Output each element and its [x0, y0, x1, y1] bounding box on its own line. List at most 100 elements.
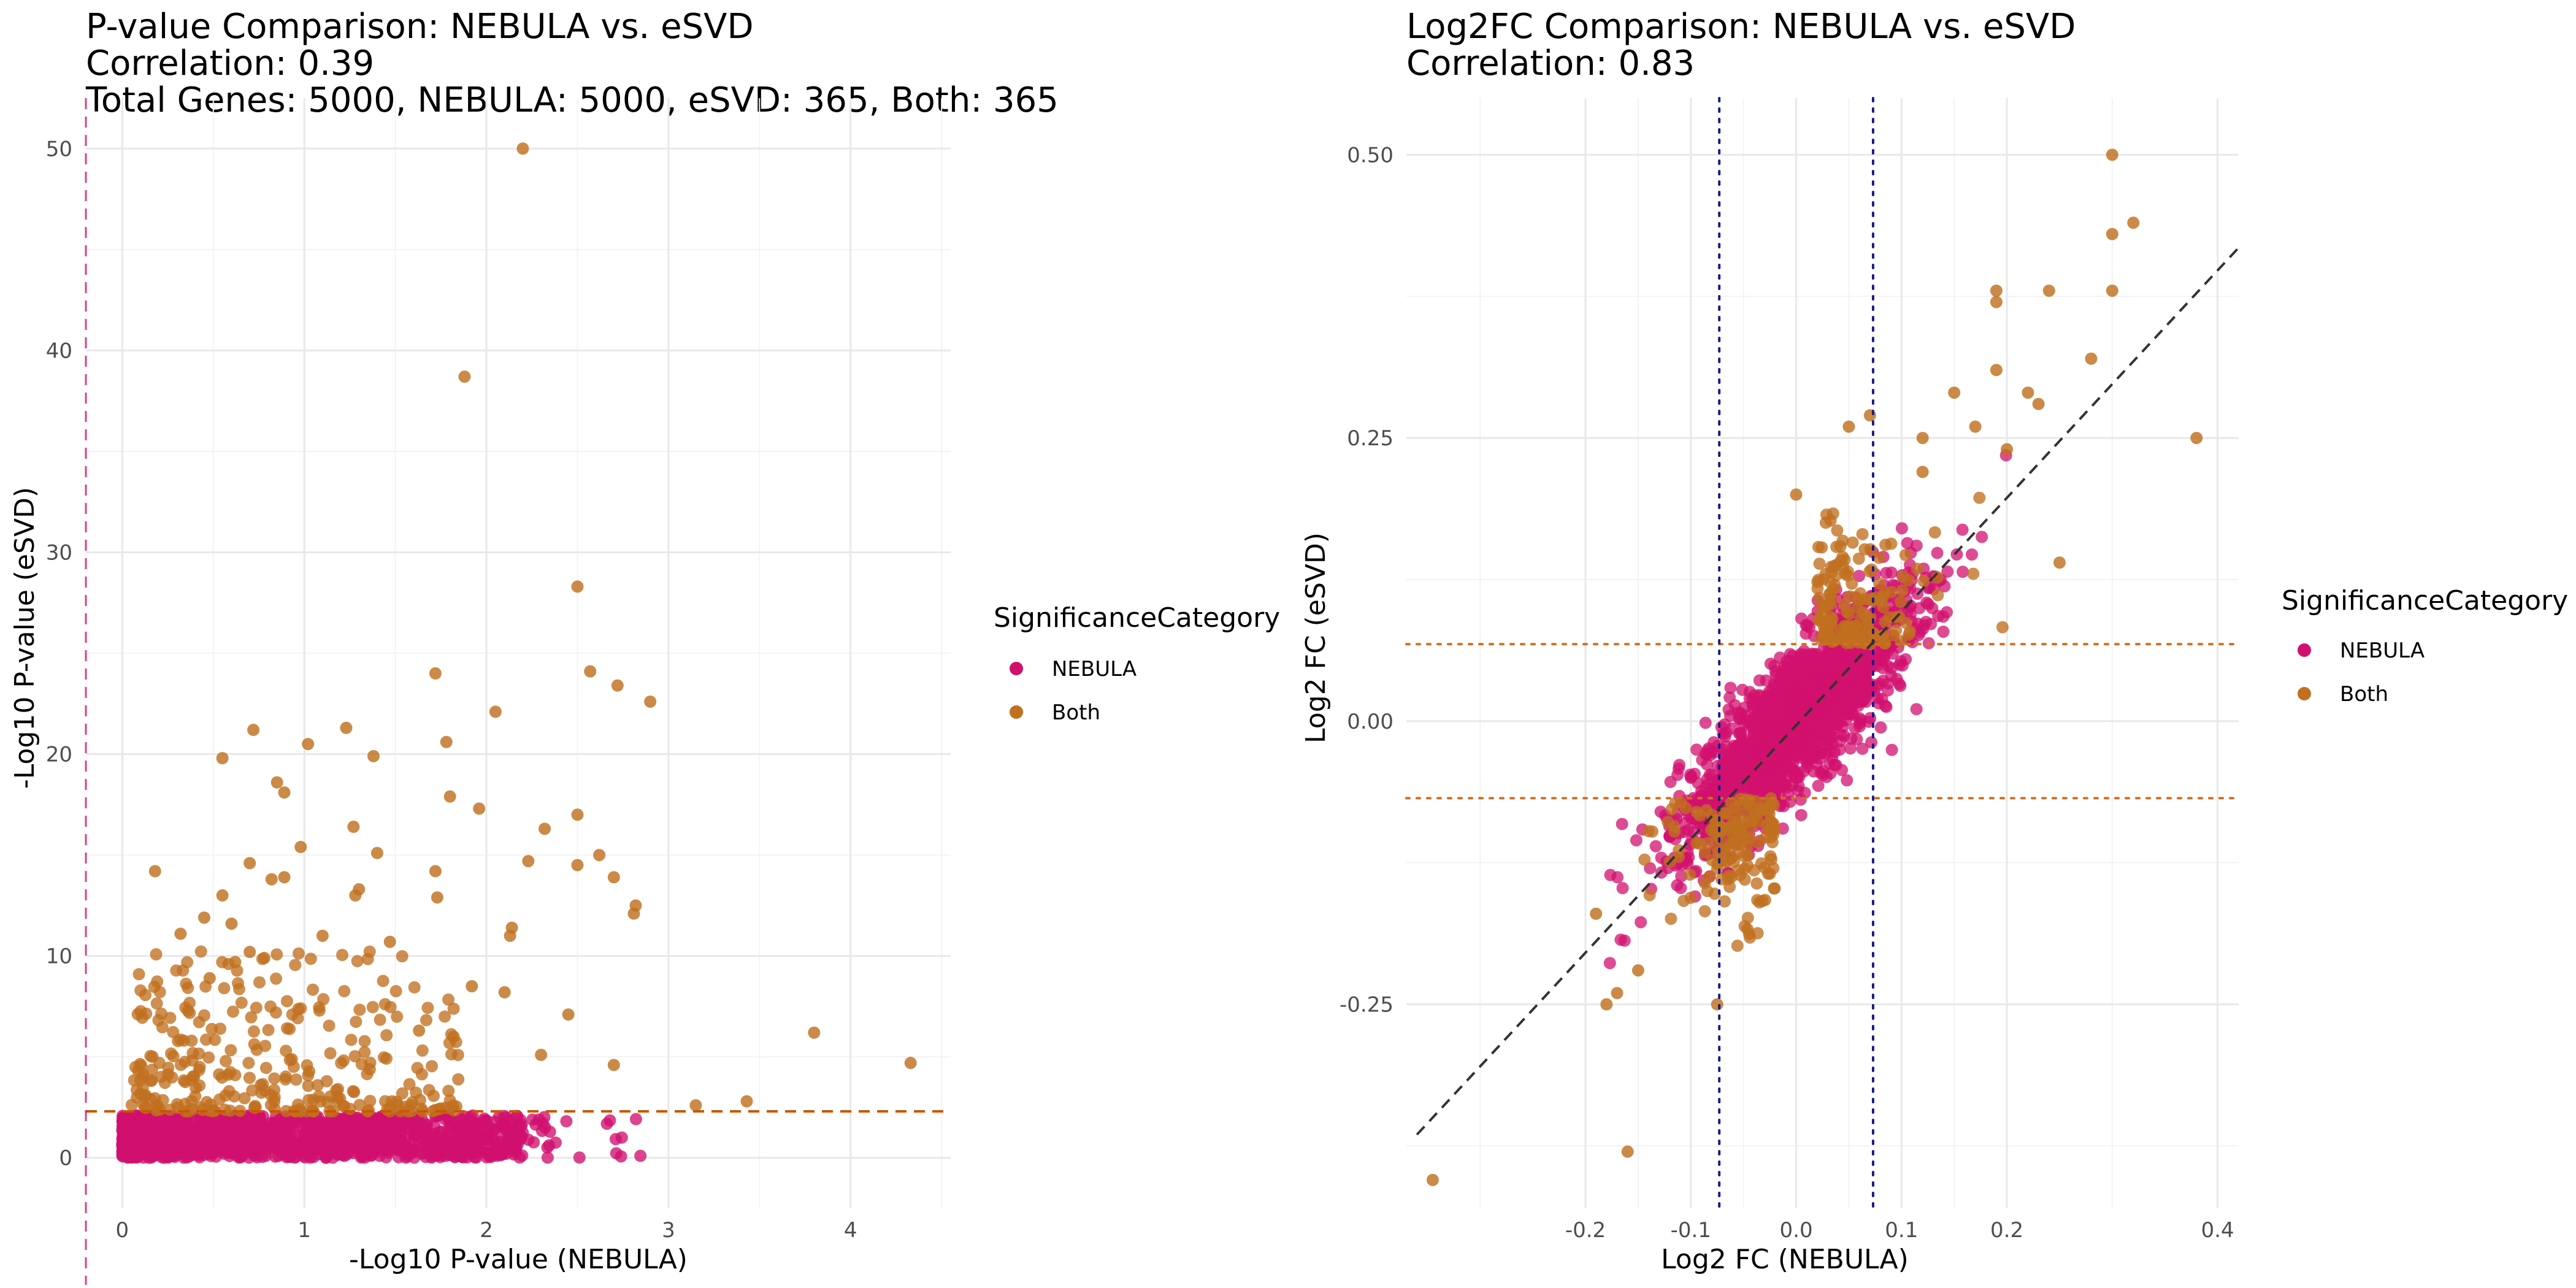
right-point-nebula [1689, 767, 1701, 780]
right-point-nebula [1880, 700, 1893, 713]
right-point-both [1662, 816, 1674, 829]
left-point-both [180, 977, 193, 990]
right-point-both [1916, 432, 1929, 445]
left-point-nebula [194, 1141, 207, 1154]
right-point-nebula [1941, 565, 1954, 578]
right-point-both [1815, 541, 1828, 554]
left-point-both [340, 721, 353, 734]
right-y-tick-label: 0.00 [1347, 710, 1393, 734]
left-point-nebula [270, 1117, 283, 1130]
right-point-both [2127, 217, 2140, 229]
right-point-nebula [1767, 767, 1780, 780]
left-point-both [183, 997, 196, 1010]
right-point-both [1990, 364, 2003, 377]
right-point-nebula [1780, 781, 1793, 794]
right-point-both [1718, 895, 1731, 908]
left-point-both [571, 808, 584, 821]
left-point-both [206, 1105, 219, 1117]
right-point-both [1747, 815, 1760, 827]
left-point-both [226, 1005, 239, 1018]
left-point-both [379, 1095, 392, 1108]
left-point-nebula [515, 1130, 528, 1143]
left-point-nebula [267, 1133, 280, 1146]
right-point-both [1764, 850, 1777, 863]
left-y-tick-label: 10 [46, 945, 72, 969]
left-point-both [253, 976, 266, 989]
left-point-both [235, 996, 248, 1009]
right-point-nebula [1614, 933, 1627, 946]
left-point-both [216, 889, 229, 902]
right-point-both [2106, 284, 2118, 297]
left-point-nebula [610, 1147, 623, 1160]
right-point-nebula [1690, 794, 1703, 807]
right-point-both [1868, 629, 1881, 642]
left-point-both [183, 1006, 196, 1019]
right-x-tick-label: 0.1 [1885, 1218, 1918, 1243]
right-point-both [1858, 592, 1871, 605]
left-point-both [423, 1084, 435, 1097]
left-point-both [498, 986, 511, 999]
left-point-both [312, 1079, 324, 1092]
left-point-both [248, 1100, 261, 1113]
right-point-nebula [1744, 778, 1757, 791]
right-y-axis-title: Log2 FC (eSVD) [1300, 532, 1332, 743]
left-x-tick-label: 4 [844, 1218, 857, 1243]
right-legend-key-nebula [2298, 643, 2311, 657]
left-point-both [243, 1071, 256, 1084]
right-point-nebula [1616, 818, 1628, 830]
right-point-both [1825, 565, 1838, 578]
right-point-both [1790, 488, 1803, 501]
left-point-both [317, 993, 330, 1006]
right-point-both [1856, 527, 1869, 540]
right-point-both [1753, 896, 1766, 909]
right-point-nebula [1812, 780, 1825, 792]
left-point-both [221, 1068, 234, 1081]
left-point-both [242, 1057, 255, 1070]
left-point-both [593, 849, 606, 862]
left-point-nebula [501, 1135, 514, 1148]
left-point-both [389, 985, 402, 998]
right-point-nebula [1722, 703, 1735, 716]
right-point-both [1896, 570, 1909, 583]
left-point-both [264, 1000, 277, 1013]
right-point-both [1763, 808, 1776, 821]
left-point-both [429, 865, 442, 878]
left-point-both [137, 1098, 150, 1111]
left-point-both [136, 1081, 149, 1094]
right-point-nebula [1743, 692, 1756, 705]
left-point-nebula [315, 1116, 328, 1129]
left-point-both [278, 871, 291, 884]
left-point-nebula [629, 1113, 642, 1125]
left-subtitle-1: Correlation: 0.39 [86, 44, 374, 83]
left-point-nebula [240, 1124, 253, 1137]
right-point-nebula [1781, 680, 1793, 693]
right-point-nebula [1800, 619, 1812, 632]
right-x-tick-label: 0.4 [2201, 1218, 2234, 1243]
left-point-both [238, 1092, 251, 1105]
right-point-both [1731, 939, 1744, 952]
right-point-both [1721, 822, 1734, 835]
right-point-nebula [1844, 742, 1857, 755]
right-point-both [1684, 891, 1697, 904]
left-point-nebula [323, 1138, 335, 1151]
left-point-nebula [573, 1151, 586, 1164]
left-point-both [247, 1025, 260, 1038]
right-point-nebula [1826, 716, 1839, 729]
right-point-both [1873, 577, 1886, 589]
left-point-nebula [124, 1140, 137, 1153]
right-point-nebula [1748, 740, 1761, 753]
left-point-nebula [118, 1125, 131, 1138]
right-point-both [1590, 907, 1603, 920]
left-point-nebula [331, 1148, 344, 1161]
left-y-tick-label: 20 [46, 743, 72, 767]
left-point-both [243, 946, 256, 959]
left-point-both [367, 749, 380, 762]
right-point-both [1928, 526, 1941, 539]
left-point-nebula [252, 1139, 265, 1152]
left-point-both [134, 1057, 147, 1070]
left-point-nebula [183, 1134, 196, 1147]
left-legend-label-nebula: NEBULA [1052, 657, 1137, 681]
left-point-both [153, 986, 166, 999]
right-point-nebula [1687, 826, 1700, 838]
